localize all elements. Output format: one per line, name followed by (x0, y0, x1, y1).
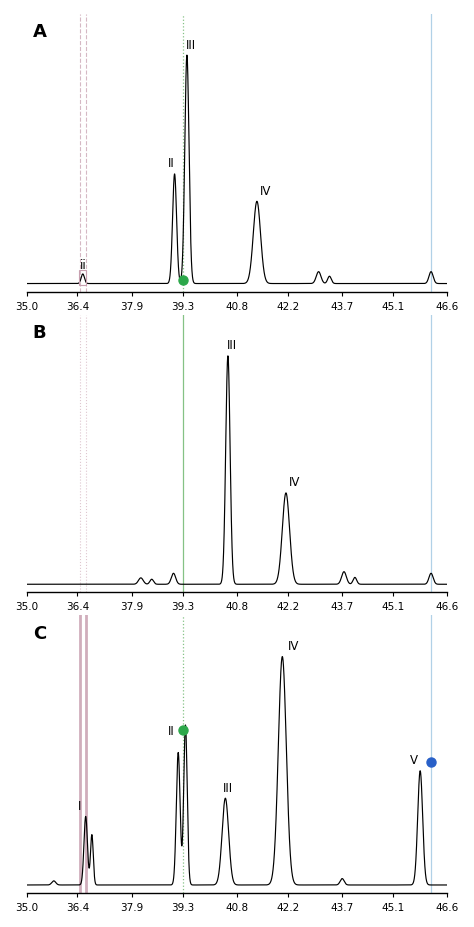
Text: ii: ii (80, 259, 86, 272)
Text: V: V (410, 754, 418, 767)
Bar (79, 271, 86, 286)
Text: I: I (77, 799, 81, 812)
Text: III: III (185, 39, 196, 52)
Text: II: II (168, 158, 174, 171)
Text: A: A (33, 23, 47, 42)
Text: B: B (33, 324, 46, 342)
Text: II: II (168, 724, 174, 737)
Text: III: III (227, 339, 237, 352)
Text: C: C (33, 624, 46, 642)
Text: IV: IV (289, 476, 301, 489)
Text: IV: IV (260, 184, 272, 197)
Text: IV: IV (288, 640, 299, 653)
Text: III: III (223, 781, 233, 794)
